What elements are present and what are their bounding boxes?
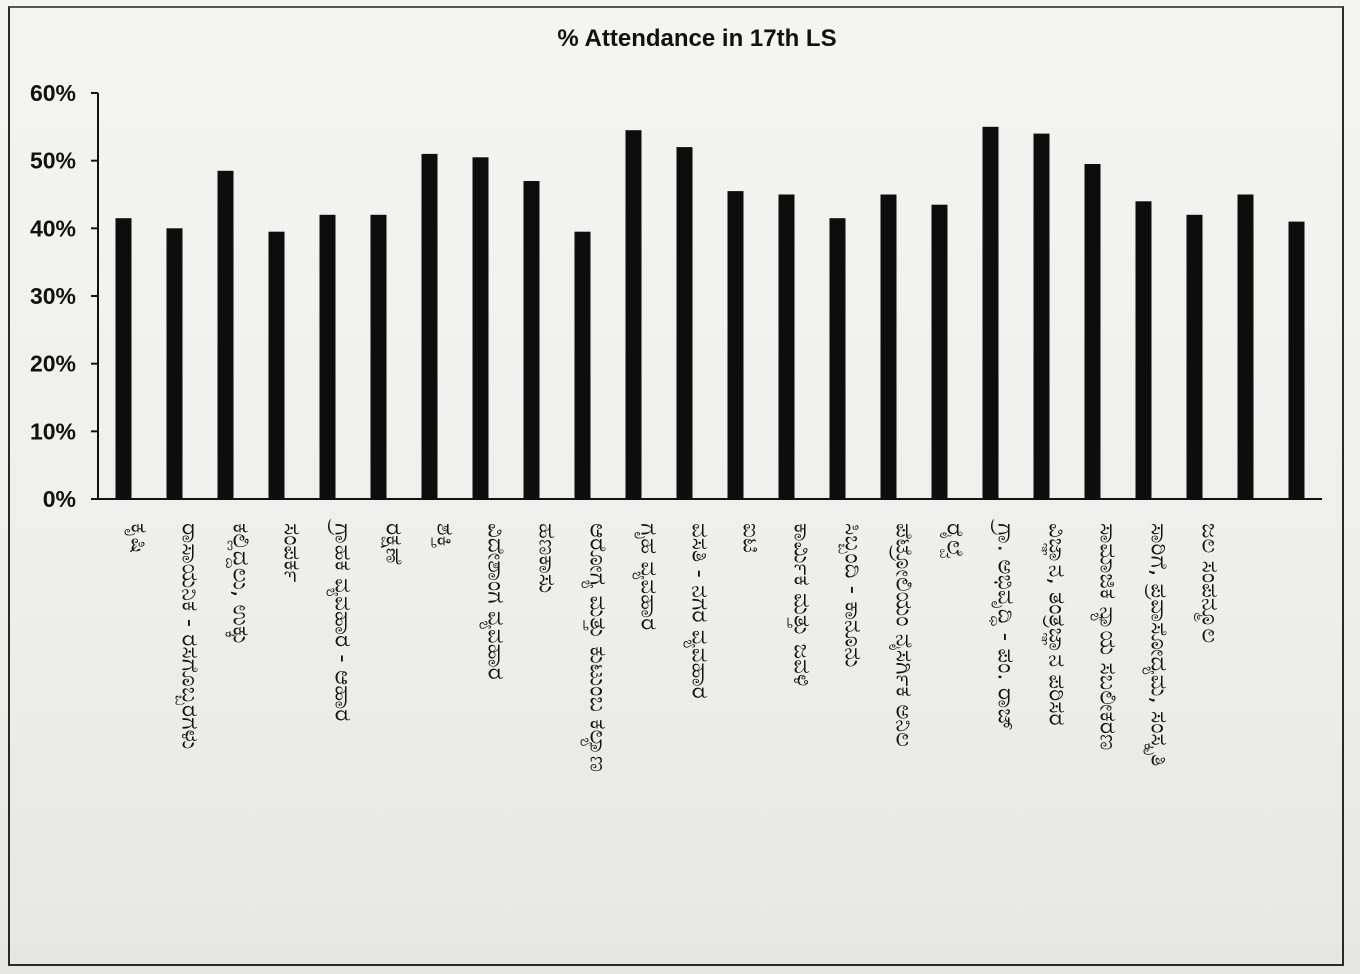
x-tick-label: ಆರೋಗ್ಯ ಮತ್ತು ಕುಟುಂಬ ಕಲ್ಯಾಣ <box>581 523 611 772</box>
x-tick-label: ಕೃಷಿ <box>125 523 152 553</box>
x-tick-label: ಸಿಬ್ಬಂದಿ - ಕಾನೂನು <box>838 523 865 667</box>
bar <box>625 130 642 499</box>
bar <box>982 126 999 500</box>
bar <box>1288 221 1305 499</box>
x-tick-label: ರಾಸಾಯನಿಕ - ರಸಗೊಬ್ಬರಗಳು <box>175 523 202 749</box>
bars <box>115 126 1305 500</box>
bar <box>676 147 693 499</box>
y-tick-label: 40% <box>30 215 76 241</box>
bar <box>115 218 132 499</box>
bar <box>472 157 489 500</box>
bar <box>778 194 795 499</box>
bar <box>880 194 897 499</box>
bar <box>574 231 591 499</box>
x-tick-label: ಪೆಟ್ರೋಲಿಯಂ ನೈಸರ್ಗಿಕ ಅನಿಲ <box>889 523 917 747</box>
x-tick-label: ಸಾರಿಗೆ, ಪ್ರವಾಸೋದ್ಯಮ, ಸಂಸ್ಕೃತಿ <box>1142 523 1171 766</box>
bar <box>931 204 948 499</box>
bar <box>370 214 387 500</box>
bar <box>217 170 234 500</box>
y-tick-label: 0% <box>43 486 76 512</box>
bar <box>268 231 285 499</box>
bar <box>166 228 183 500</box>
x-tick-label: ಶಕ್ತಿ <box>432 523 458 548</box>
bar <box>1033 133 1050 499</box>
y-tick-label: 10% <box>30 418 76 444</box>
x-tick-label: ಸಾಮಾಜಿಕ ನ್ಯಾಯ ಸಬಲೀಕರಣ <box>1091 523 1121 750</box>
x-tick-label: ಜಲ ಸಂಪನ್ಮೂಲ <box>1194 523 1223 643</box>
x-tick-label: ಐಟಿ <box>738 523 764 553</box>
x-tick-label: ಗ್ರಾಹಕ ವ್ಯವಹಾರ - ಆಹಾರ <box>326 519 355 722</box>
bar <box>523 181 540 499</box>
y-tick-label: 60% <box>30 80 76 106</box>
x-axis-labels: ಕೃಷಿ ರಾಸಾಯನಿಕ - ರಸಗೊಬ್ಬರಗಳು ಕಲ್ಲಿದ್ದಲು, ಉಕ… <box>125 519 1223 772</box>
x-tick-label: ಗೃಹ ವ್ಯವಹಾರ <box>632 523 661 630</box>
bar <box>319 214 336 500</box>
y-tick-label: 20% <box>30 351 76 377</box>
chart-frame <box>8 6 1344 966</box>
x-tick-label: ಗ್ರಾ. ಅಭಿವೃದ್ಧಿ - ಪಂ. ರಾಜ್ <box>989 519 1019 731</box>
bar <box>1186 214 1203 500</box>
x-tick-label: ಸಂಪರ್ಕ <box>279 523 305 582</box>
y-tick-label: 50% <box>30 148 76 174</box>
chart-title: % Attendance in 17th LS <box>557 25 836 52</box>
x-tick-label: ವಸತಿ - ನಗರ ವ್ಯವಹಾರ <box>683 523 712 699</box>
x-tick-label: ಕಾರ್ಮಿಕ ಮತ್ತು ಜವಳಿ <box>788 523 815 686</box>
x-tick-label: ರಕ್ಷಣೆ <box>381 523 407 564</box>
x-tick-label: ರೈಲ್ವೆ <box>940 523 968 560</box>
x-tick-label: ವಿದೇಶಾಂಗ ವ್ಯವಹಾರ <box>479 523 508 680</box>
bar <box>421 153 438 499</box>
bar <box>1237 194 1254 499</box>
bar <box>829 218 846 499</box>
y-axis: 0% 10% 20% 30% 40% 50% 60% <box>30 80 1322 512</box>
bar <box>727 191 744 499</box>
y-tick-label: 30% <box>30 283 76 309</box>
x-tick-label: ಕಲ್ಲಿದ್ದಲು, ಉಕ್ಕು <box>225 523 253 646</box>
x-tick-label: ಹಣಕಾಸು <box>534 523 560 593</box>
bar <box>1135 201 1152 500</box>
x-tick-label: ವಿಜ್ಞಾನ, ತಂತ್ರಜ್ಞಾನ ಪರಿಸರ <box>1041 523 1070 726</box>
bar <box>1084 164 1101 499</box>
